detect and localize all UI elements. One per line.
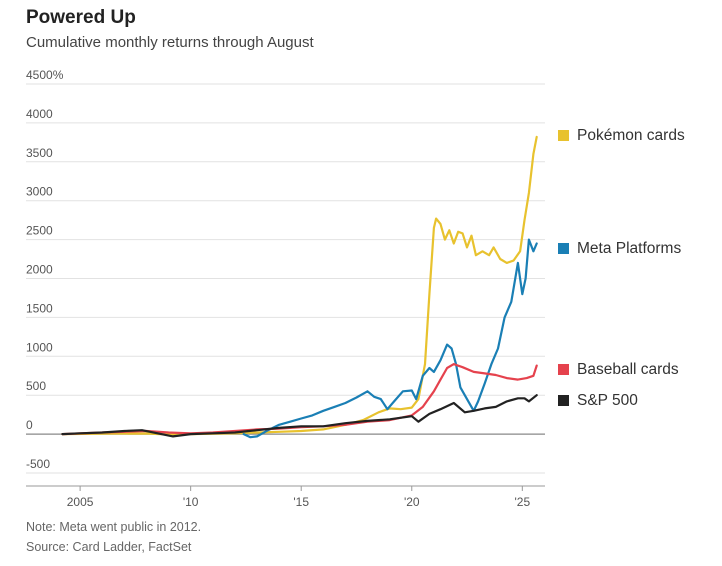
legend-swatch-3	[558, 395, 569, 406]
x-tick-label: 2005	[67, 495, 94, 509]
series-line-0	[61, 135, 538, 436]
legend-label-3: S&P 500	[577, 392, 638, 409]
legend-swatch-1	[558, 243, 569, 254]
y-tick-label: 1000	[26, 340, 53, 354]
series-line-3	[61, 394, 538, 438]
y-axis-labels: 4500% 4000 3500 3000 2500 2000 1500 1000 500 0 -50…	[26, 68, 64, 471]
chart-source: Source: Card Ladder, FactSet	[26, 540, 192, 554]
series-lines	[61, 135, 538, 439]
x-tick-label: '15	[293, 495, 309, 509]
series-line-1	[242, 238, 538, 439]
chart-title: Powered Up	[26, 7, 136, 28]
y-tick-label: 2000	[26, 263, 53, 277]
legend-label-2: Baseball cards	[577, 361, 679, 378]
x-axis: 2005 '10 '15 '20 '25	[26, 485, 545, 509]
legend: Pokémon cards Meta Platforms Baseball card…	[558, 127, 685, 409]
y-tick-label: 1500	[26, 301, 53, 315]
x-tick-label: '10	[183, 495, 199, 509]
y-tick-label: 3000	[26, 185, 53, 199]
x-tick-label: '25	[514, 495, 530, 509]
legend-label-0: Pokémon cards	[577, 127, 685, 144]
series-line-2	[61, 363, 538, 436]
y-tick-label: 3500	[26, 146, 53, 160]
chart-subtitle: Cumulative monthly returns through Augus…	[26, 34, 314, 51]
chart-note: Note: Meta went public in 2012.	[26, 520, 202, 534]
legend-swatch-0	[558, 130, 569, 141]
legend-label-1: Meta Platforms	[577, 240, 681, 257]
y-tick-label: -500	[26, 457, 50, 471]
x-tick-label: '20	[404, 495, 420, 509]
y-tick-label: 2500	[26, 224, 53, 238]
y-tick-label: 4500%	[26, 68, 64, 82]
y-tick-label: 4000	[26, 107, 53, 121]
y-tick-label: 500	[26, 379, 46, 393]
grid-lines	[26, 83, 545, 474]
y-tick-label: 0	[26, 418, 33, 432]
legend-swatch-2	[558, 364, 569, 375]
